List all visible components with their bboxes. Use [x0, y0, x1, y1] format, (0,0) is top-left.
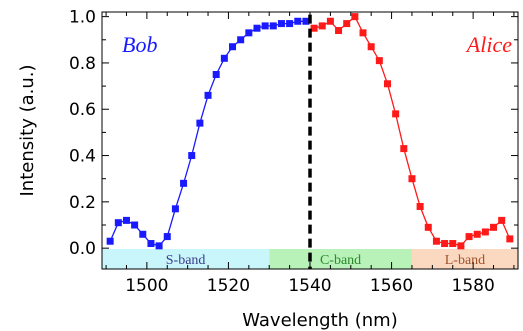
- annotation-alice: Alice: [465, 32, 512, 57]
- series-1-point-14: [424, 223, 432, 231]
- series-1-point-6: [359, 29, 367, 37]
- axes-layer: 1500 1520 1540 1560 1580 0.0 0.2 0.4 0.6 0.8 1.0: [69, 8, 519, 296]
- series-0-point-11: [196, 119, 204, 127]
- series-1-point-4: [343, 20, 351, 28]
- series-0-point-12: [204, 91, 212, 99]
- series-1-point-12: [408, 175, 416, 183]
- series-0-point-9: [180, 179, 188, 187]
- series-1-point-18: [457, 242, 465, 250]
- series-0-point-14: [220, 54, 228, 62]
- series-0-point-6: [155, 242, 163, 250]
- series-0-point-20: [269, 22, 277, 30]
- series-0-point-4: [139, 230, 147, 238]
- series-0-point-19: [261, 22, 269, 30]
- y-tick-label-1: 0.2: [69, 193, 96, 213]
- series-0-point-13: [212, 71, 220, 79]
- series-1-point-15: [432, 237, 440, 245]
- series-1-point-7: [367, 43, 375, 51]
- series-1-point-0: [310, 24, 318, 32]
- series-1-point-9: [383, 80, 391, 88]
- y-tick-label-3: 0.6: [69, 100, 96, 120]
- series-0-point-5: [147, 240, 155, 248]
- bands-layer: S-band C-band L-band: [102, 249, 518, 269]
- x-tick-label-1520: 1520: [207, 276, 250, 296]
- x-tick-label-1500: 1500: [125, 276, 168, 296]
- x-tick-label-1540: 1540: [288, 276, 331, 296]
- series-1-point-20: [473, 230, 481, 238]
- series-1-point-1: [318, 22, 326, 30]
- series-0-point-10: [188, 152, 196, 160]
- series-1-point-23: [498, 216, 506, 224]
- series-1-point-17: [449, 240, 457, 248]
- x-axis-title: Wavelength (nm): [242, 310, 398, 331]
- series-0-point-7: [163, 233, 171, 241]
- series-1-point-11: [400, 145, 408, 153]
- series-1-point-21: [481, 228, 489, 236]
- x-tick-label-1580: 1580: [452, 276, 495, 296]
- series-1-point-19: [465, 233, 473, 241]
- band-1-rect: [269, 249, 412, 269]
- series-0-point-16: [237, 36, 245, 44]
- series-1-point-2: [326, 17, 334, 25]
- band-0-rect: [102, 249, 270, 269]
- x-tick-label-1560: 1560: [370, 276, 413, 296]
- series-0-point-1: [114, 219, 122, 227]
- series-0-point-3: [131, 221, 139, 229]
- series-0-point-17: [245, 29, 253, 37]
- band-2-label: L-band: [445, 253, 485, 268]
- y-axis-title: Intensity (a.u.): [17, 65, 38, 197]
- series-0-point-24: [302, 17, 310, 25]
- series-1-point-5: [351, 13, 359, 21]
- series-1-point-8: [375, 57, 383, 65]
- annotation-bob: Bob: [122, 32, 157, 57]
- series-0-point-15: [229, 43, 237, 51]
- band-0-label: S-band: [166, 253, 206, 268]
- series-0-point-18: [253, 24, 261, 32]
- series-0-point-8: [171, 205, 179, 213]
- y-tick-label-5: 1.0: [69, 8, 96, 28]
- y-tick-label-4: 0.8: [69, 54, 96, 74]
- labels-layer: Wavelength (nm) Intensity (a.u.) Bob Alice: [17, 32, 512, 331]
- series-1-point-10: [392, 110, 400, 118]
- y-tick-label-0: 0.0: [69, 239, 96, 259]
- series-0-point-21: [277, 20, 285, 28]
- series-1-point-22: [490, 223, 498, 231]
- series-0-point-23: [294, 17, 302, 25]
- series-0-point-0: [106, 237, 114, 245]
- series-layer: [106, 13, 514, 269]
- series-1-point-13: [416, 202, 424, 210]
- series-0-point-22: [286, 20, 294, 28]
- series-1-point-24: [506, 235, 514, 243]
- series-1-point-3: [335, 27, 343, 35]
- band-2-rect: [411, 249, 518, 269]
- band-1-label: C-band: [320, 253, 361, 268]
- series-1-point-16: [441, 240, 449, 248]
- series-0-point-2: [122, 216, 130, 224]
- y-tick-label-2: 0.4: [69, 147, 96, 167]
